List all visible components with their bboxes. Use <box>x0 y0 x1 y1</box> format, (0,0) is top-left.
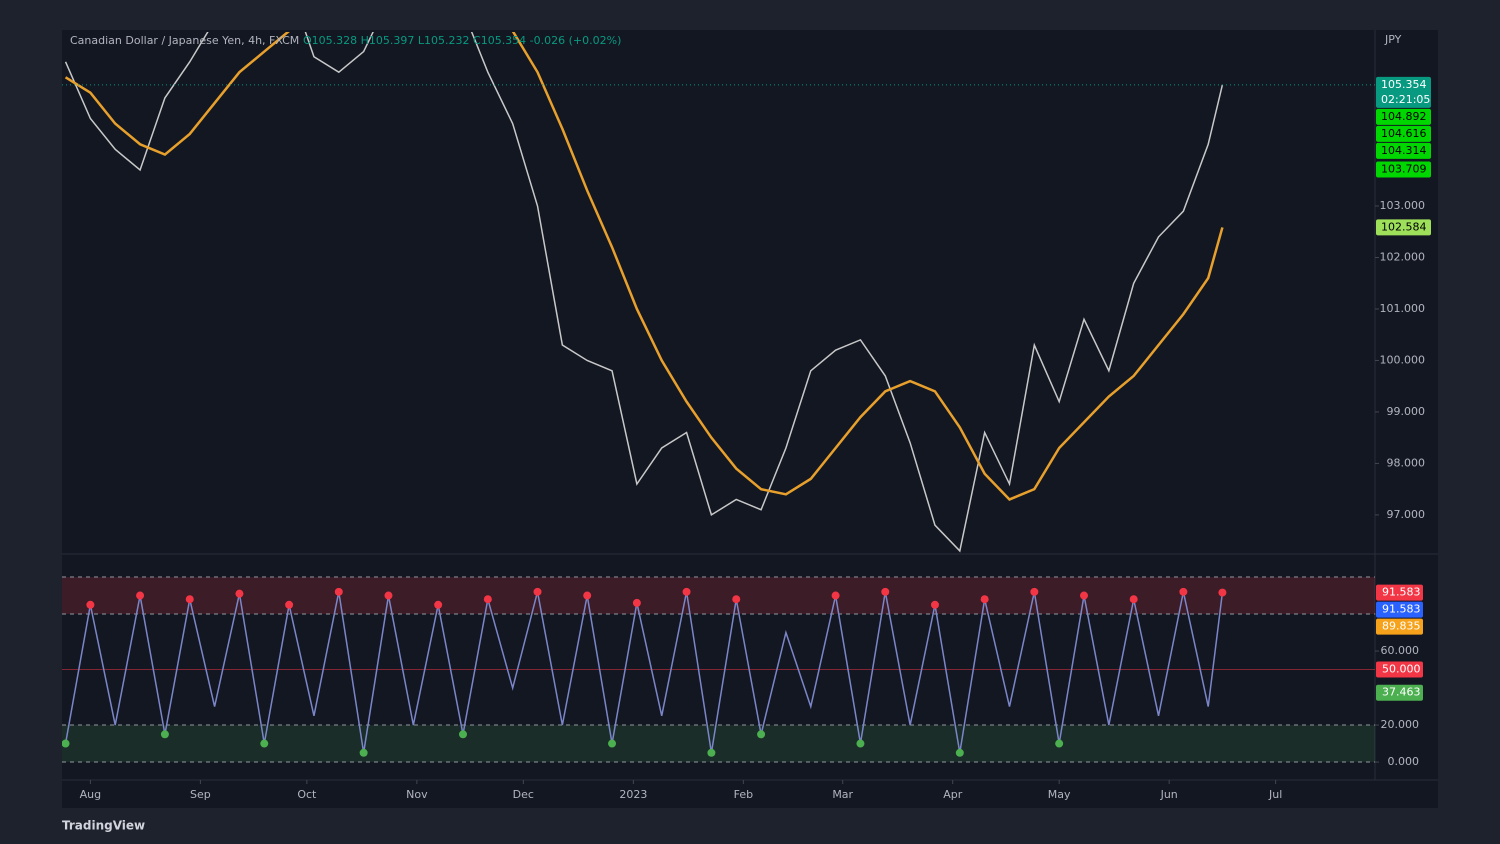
y-tick-label: 60.000 <box>1381 644 1420 657</box>
x-tick-label: Sep <box>190 788 211 801</box>
chart-panel <box>62 30 1438 808</box>
symbol-title: Canadian Dollar / Japanese Yen, 4h, FXCM <box>70 34 299 47</box>
oscillator-line <box>64 591 1224 753</box>
y-tick-label: 97.000 <box>1387 508 1426 521</box>
signal-dot <box>62 739 70 748</box>
y-tick-label: 101.000 <box>1380 302 1426 315</box>
signal-dot <box>458 730 467 739</box>
y-tick-label: 102.000 <box>1380 250 1426 263</box>
price-label-box <box>1376 142 1431 159</box>
x-tick-label: Apr <box>943 788 963 801</box>
signal-dot <box>831 591 840 600</box>
signal-dot <box>856 739 865 748</box>
value-label: 50.000 <box>1382 663 1421 676</box>
price-label-box <box>1376 108 1431 125</box>
y-tick-label: 20.000 <box>1381 718 1420 731</box>
price-label: 104.616 <box>1381 127 1427 140</box>
y-tick-label: 98.000 <box>1387 456 1426 469</box>
axes: Aug Sep Oct Nov Dec 2023 Feb Mar Apr May Jun Jul 97.… <box>80 76 1431 801</box>
signal-dot <box>980 595 989 604</box>
signal-dot <box>235 589 244 598</box>
value-label-box <box>1376 661 1423 678</box>
signal-dot <box>86 600 95 609</box>
value-label-box <box>1376 618 1423 635</box>
signal-dot <box>483 595 492 604</box>
signal-dot <box>757 730 766 739</box>
signal-dot <box>160 730 169 739</box>
signal-dot <box>583 591 592 600</box>
signal-dot <box>434 600 443 609</box>
x-tick-label: Dec <box>513 788 534 801</box>
signal-dot <box>384 591 393 600</box>
signal-dot <box>632 598 641 607</box>
value-label: 91.583 <box>1382 586 1421 599</box>
x-tick-label: Mar <box>832 788 853 801</box>
signal-dot <box>136 591 145 600</box>
signal-dot <box>359 748 368 757</box>
signal-dot <box>1218 588 1227 597</box>
price-line <box>64 32 1224 553</box>
price-label-box <box>1376 219 1431 236</box>
price-pane <box>62 32 1375 553</box>
oversold-zone <box>62 725 1375 763</box>
y-tick-label: 99.000 <box>1387 405 1426 418</box>
signal-dot <box>881 587 890 596</box>
price-label: 102.584 <box>1381 220 1427 233</box>
signal-dot <box>185 595 194 604</box>
price-label-box <box>1376 76 1431 108</box>
value-label: 37.463 <box>1382 686 1421 699</box>
price-label: 105.354 <box>1381 78 1427 91</box>
signal-dot <box>955 748 964 757</box>
signal-dot <box>1129 595 1138 604</box>
y-tick-label: 103.000 <box>1380 199 1426 212</box>
x-tick-label: Nov <box>406 788 428 801</box>
signal-dot <box>1080 591 1089 600</box>
signal-dot <box>732 595 741 604</box>
value-label-box <box>1376 684 1423 701</box>
price-label-box <box>1376 161 1431 178</box>
x-tick-label: 2023 <box>619 788 647 801</box>
y-tick-label: 100.000 <box>1380 353 1426 366</box>
price-line <box>64 32 1224 501</box>
brand: TradingView <box>62 819 145 833</box>
signal-dot <box>334 587 343 596</box>
x-tick-label: Feb <box>734 788 753 801</box>
value-label: 89.835 <box>1382 620 1421 633</box>
oscillator-pane <box>62 576 1375 763</box>
signal-dot <box>682 587 691 596</box>
value-label-box <box>1376 601 1423 618</box>
signal-dot <box>533 587 542 596</box>
signal-dot <box>930 600 939 609</box>
y-tick-label: 0.000 <box>1388 755 1420 768</box>
signal-dot <box>1030 587 1039 596</box>
signal-dot <box>1179 587 1188 596</box>
signal-dot <box>608 739 617 748</box>
ohlc: O105.328 H105.397 L105.232 C105.354 -0.0… <box>303 34 621 47</box>
signal-dot <box>260 739 269 748</box>
signal-dot <box>285 600 294 609</box>
x-tick-label: May <box>1048 788 1071 801</box>
overbought-zone <box>62 577 1375 615</box>
price-label: 103.709 <box>1381 163 1427 176</box>
x-tick-label: Jun <box>1160 788 1178 801</box>
countdown: 02:21:05 <box>1381 93 1430 106</box>
price-label-box <box>1376 125 1431 142</box>
price-label: 104.314 <box>1381 144 1427 157</box>
x-tick-label: Jul <box>1268 788 1282 801</box>
value-label: 91.583 <box>1382 603 1421 616</box>
x-tick-label: Oct <box>297 788 317 801</box>
x-tick-label: Aug <box>80 788 101 801</box>
signal-dot <box>1055 739 1064 748</box>
value-label-box <box>1376 584 1423 601</box>
currency: JPY <box>1384 33 1402 46</box>
price-label: 104.892 <box>1381 110 1427 123</box>
signal-dot <box>707 748 716 757</box>
